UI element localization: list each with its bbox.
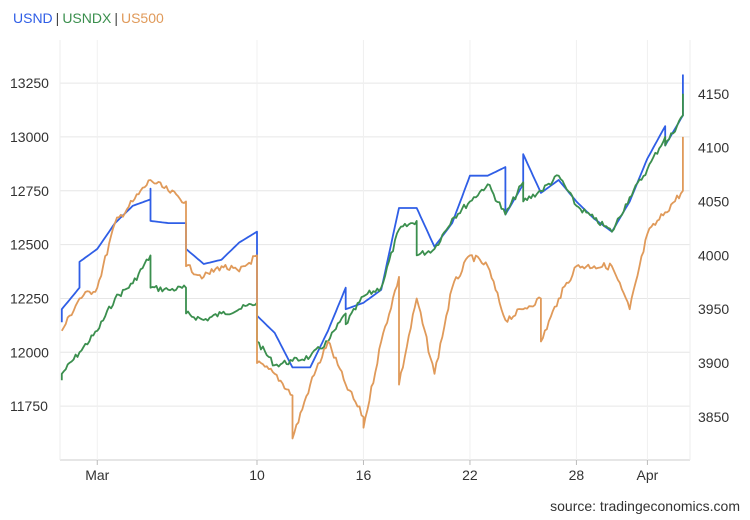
x-tick-label: Apr [637, 467, 659, 483]
grid-lines [59, 40, 691, 461]
series-line-usndx [60, 93, 684, 381]
x-tick-label: 22 [462, 467, 478, 483]
legend-separator: | [114, 10, 118, 26]
y-right-tick-label: 4150 [698, 86, 729, 102]
legend-usnd[interactable]: USND [13, 10, 53, 26]
y-right-tick-label: 3900 [698, 355, 729, 371]
y-left-tick-label: 12250 [10, 290, 49, 306]
series-lines [60, 74, 684, 440]
series-line-us500 [61, 136, 684, 440]
y-left-tick-label: 12500 [10, 237, 49, 253]
y-left-tick-label: 12000 [10, 344, 49, 360]
y-axis-right: 3850 3900 3950 4000 4050 4100 4150 [698, 86, 729, 425]
x-tick-label: 28 [569, 467, 585, 483]
x-tick-label: Mar [85, 467, 109, 483]
legend-usndx[interactable]: USNDX [62, 10, 112, 26]
y-left-tick-label: 13250 [10, 75, 49, 91]
y-right-tick-label: 4100 [698, 140, 729, 156]
source-label: source: tradingeconomics.com [550, 498, 740, 514]
y-left-tick-label: 11750 [10, 398, 48, 414]
y-axis-left: 11750 12000 12250 12500 12750 13000 13250 [10, 75, 49, 414]
y-right-tick-label: 4050 [698, 194, 729, 210]
legend-us500[interactable]: US500 [120, 10, 164, 26]
y-left-tick-label: 13000 [10, 129, 49, 145]
y-right-tick-label: 4000 [698, 247, 729, 263]
series-line-usnd [60, 74, 684, 369]
y-right-tick-label: 3850 [698, 409, 729, 425]
x-tick-label: 10 [249, 467, 265, 483]
y-left-tick-label: 12750 [10, 183, 49, 199]
legend-separator: | [55, 10, 60, 26]
x-axis: Mar 10 16 22 28 Apr [85, 460, 659, 483]
y-right-tick-label: 3950 [698, 301, 729, 317]
x-tick-label: 16 [356, 467, 372, 483]
chart-legend: USND | USNDX | US500 [13, 10, 164, 26]
